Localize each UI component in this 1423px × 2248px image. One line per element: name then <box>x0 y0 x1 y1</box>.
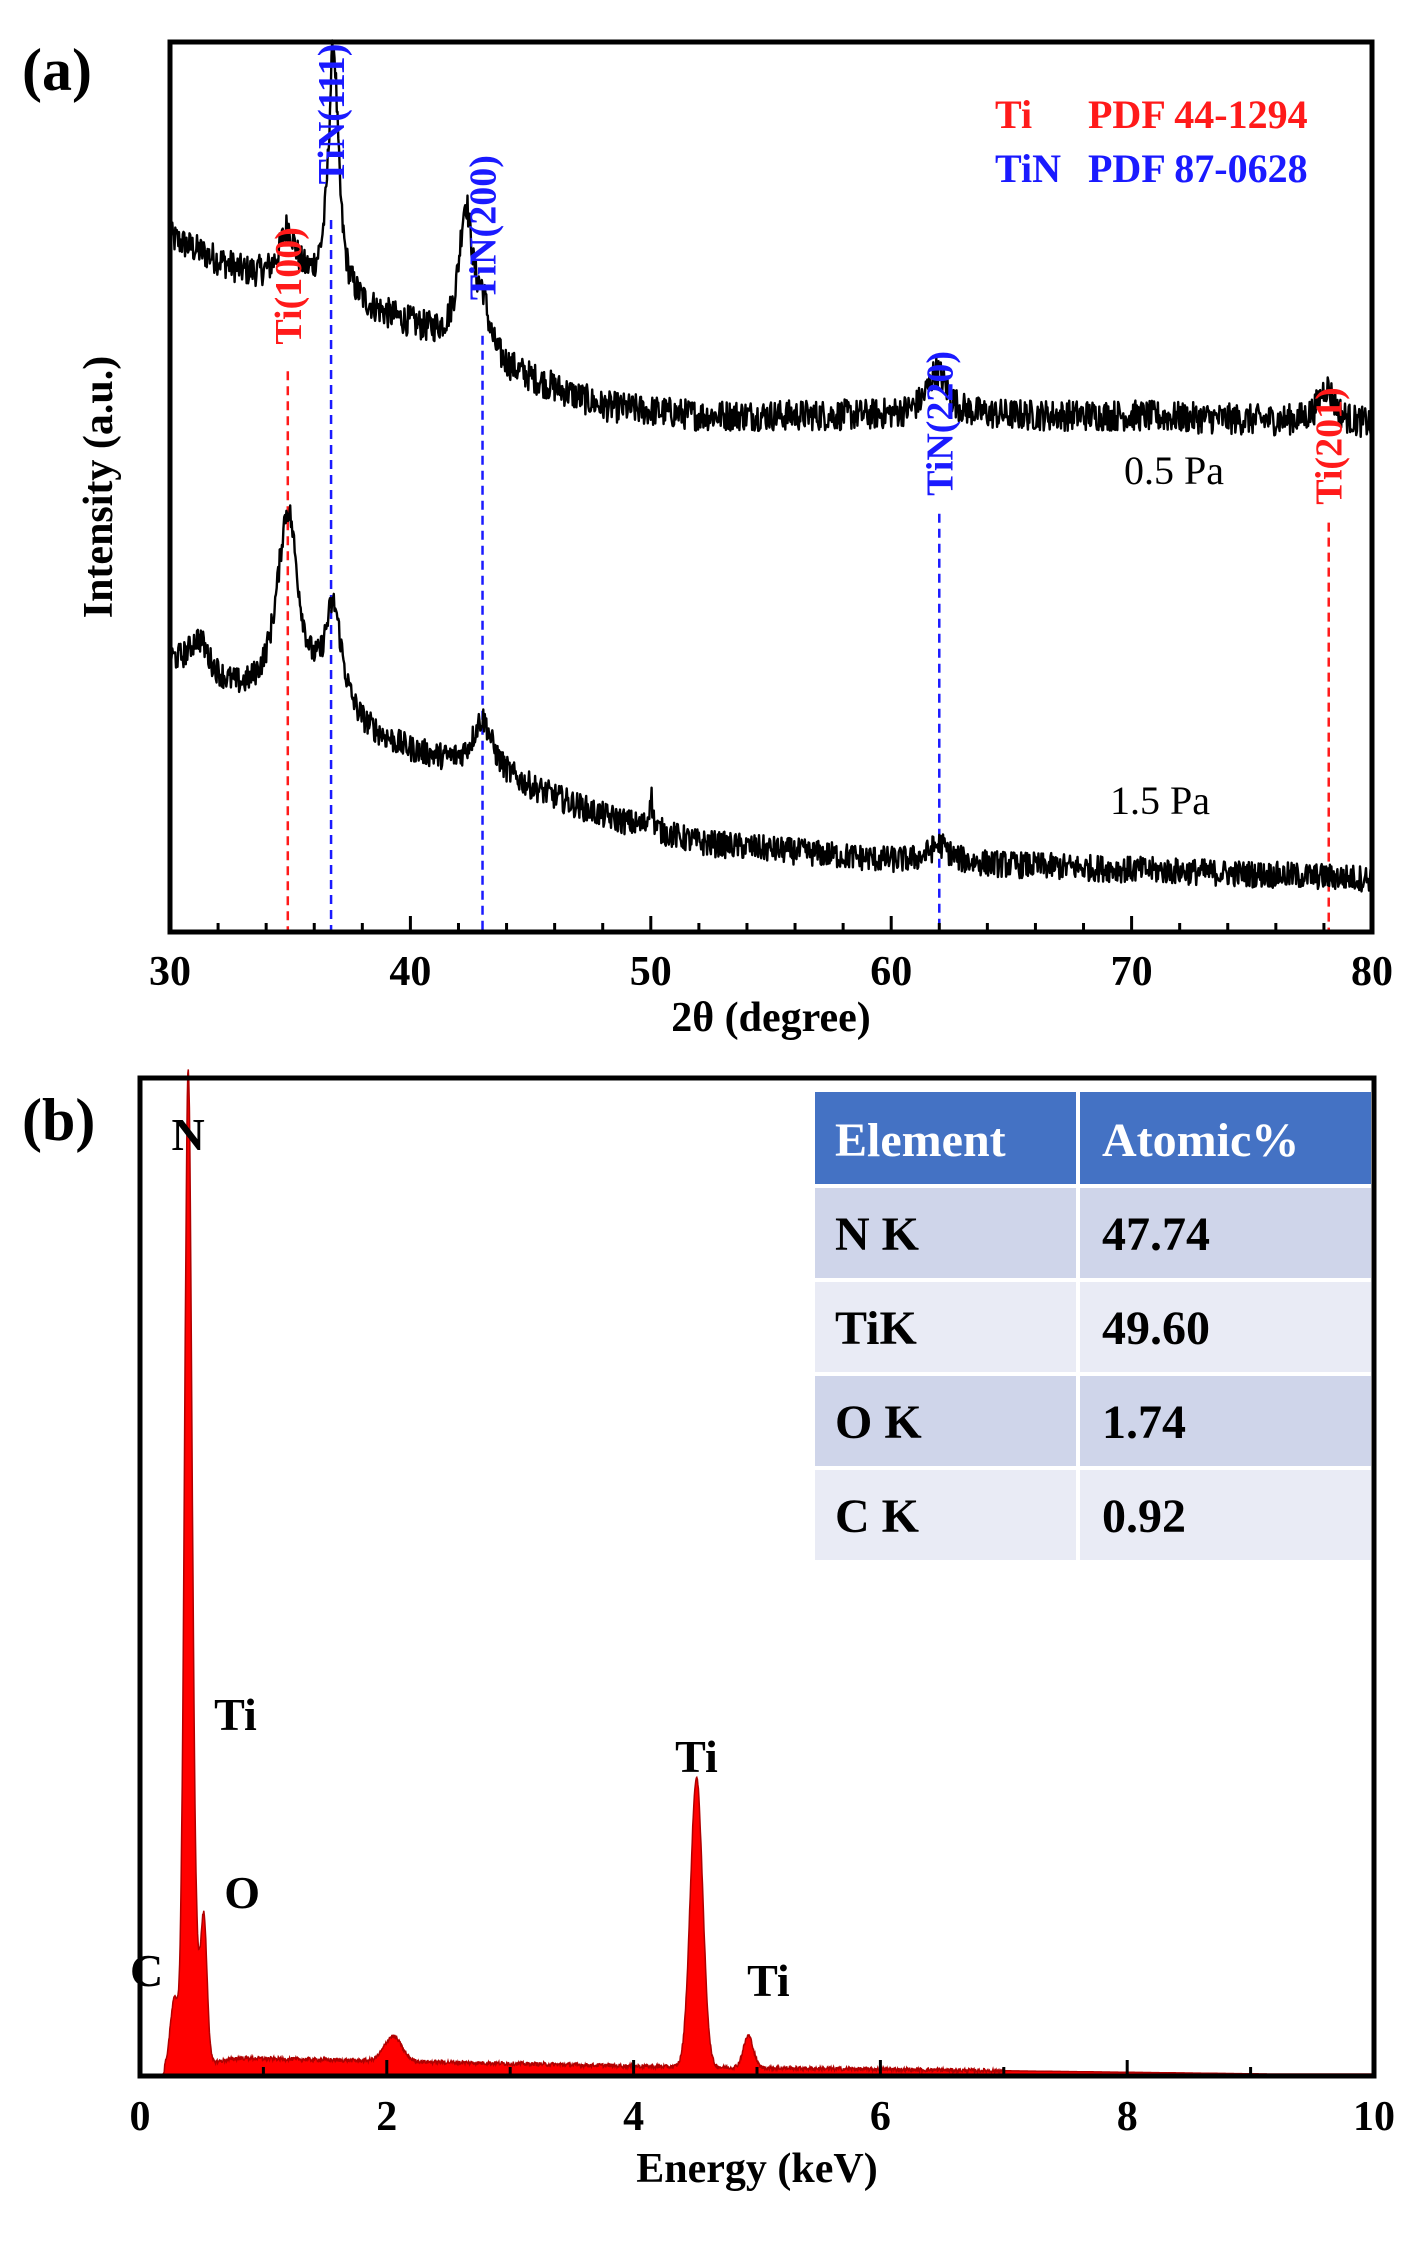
x-tick-label: 6 <box>870 2094 891 2140</box>
x-tick-label: 2 <box>376 2094 397 2140</box>
legend-phase-tin: TiN <box>995 146 1061 191</box>
curve-label-1-5pa: 1.5 Pa <box>1110 778 1210 823</box>
xrd-y-axis-title: Intensity (a.u.) <box>76 356 122 619</box>
table-cell-element: C K <box>835 1490 919 1543</box>
table-cell-value: 47.74 <box>1102 1208 1210 1261</box>
xrd-series-1-5pa <box>168 504 1374 893</box>
x-tick-label: 60 <box>870 949 912 995</box>
table-cell-value: 1.74 <box>1102 1396 1186 1449</box>
x-tick-label: 0 <box>130 2094 151 2140</box>
xrd-legend: Ti PDF 44-1294 TiN PDF 87-0628 <box>995 92 1308 191</box>
xrd-panel: (a) Ti(100) TiN(111) TiN(200) TiN(220) T… <box>22 37 1393 1041</box>
x-tick-label: 80 <box>1351 949 1393 995</box>
peak-label-ti-201: Ti(201) <box>1309 387 1351 505</box>
x-tick-label: 4 <box>623 2094 644 2140</box>
table-row <box>811 1466 1375 1564</box>
xrd-plot-frame <box>167 39 1375 935</box>
curve-label-0-5pa: 0.5 Pa <box>1124 448 1224 493</box>
x-tick-label: 70 <box>1111 949 1153 995</box>
peak-label-tin-200: TiN(200) <box>463 155 505 300</box>
table-row <box>811 1184 1375 1282</box>
xrd-x-axis-title: 2θ (degree) <box>671 995 871 1041</box>
eds-label-ti-l: Ti <box>214 1689 257 1740</box>
table-cell-element: TiK <box>835 1302 917 1355</box>
x-tick-label: 8 <box>1117 2094 1138 2140</box>
eds-panel: (b) N Ti O C Ti Ti Element Atomic% N K 4… <box>22 1069 1395 2192</box>
xrd-series-0-5pa <box>168 39 1374 438</box>
peak-label-tin-220: TiN(220) <box>919 351 961 496</box>
x-tick-label: 10 <box>1353 2094 1395 2140</box>
eds-x-ticks: 0 2 4 6 8 10 <box>130 2060 1395 2140</box>
legend-ref-ti: PDF 44-1294 <box>1088 92 1308 137</box>
legend-ref-tin: PDF 87-0628 <box>1088 146 1308 191</box>
eds-label-ti-ka: Ti <box>675 1731 718 1782</box>
table-cell-element: O K <box>835 1396 922 1449</box>
x-tick-label: 30 <box>149 949 191 995</box>
eds-label-o: O <box>224 1867 260 1918</box>
table-cell-element: N K <box>835 1208 919 1261</box>
peak-label-tin-111: TiN(111) <box>311 44 353 185</box>
panel-a-label: (a) <box>22 37 92 103</box>
xrd-x-ticks: 30 40 50 60 70 80 <box>149 916 1393 995</box>
table-header-atomic: Atomic% <box>1102 1114 1299 1167</box>
x-tick-label: 50 <box>630 949 672 995</box>
eds-x-axis-title: Energy (keV) <box>636 2146 877 2192</box>
table-cell-value: 0.92 <box>1102 1490 1186 1543</box>
eds-label-c: C <box>130 1945 163 1996</box>
table-cell-value: 49.60 <box>1102 1302 1210 1355</box>
table-row <box>811 1278 1375 1376</box>
eds-spectrum-area <box>140 1069 1375 2077</box>
peak-label-ti-100: Ti(100) <box>268 227 310 345</box>
eds-label-n: N <box>171 1109 204 1160</box>
composition-table: Element Atomic% N K 47.74 TiK 49.60 O K … <box>811 1088 1375 1564</box>
reference-lines <box>286 220 1330 932</box>
legend-phase-ti: Ti <box>995 92 1032 137</box>
eds-label-ti-kb: Ti <box>747 1955 790 2006</box>
table-header-element: Element <box>835 1114 1006 1167</box>
xrd-curves <box>168 39 1374 893</box>
panel-b-label: (b) <box>22 1087 95 1153</box>
x-tick-label: 40 <box>389 949 431 995</box>
